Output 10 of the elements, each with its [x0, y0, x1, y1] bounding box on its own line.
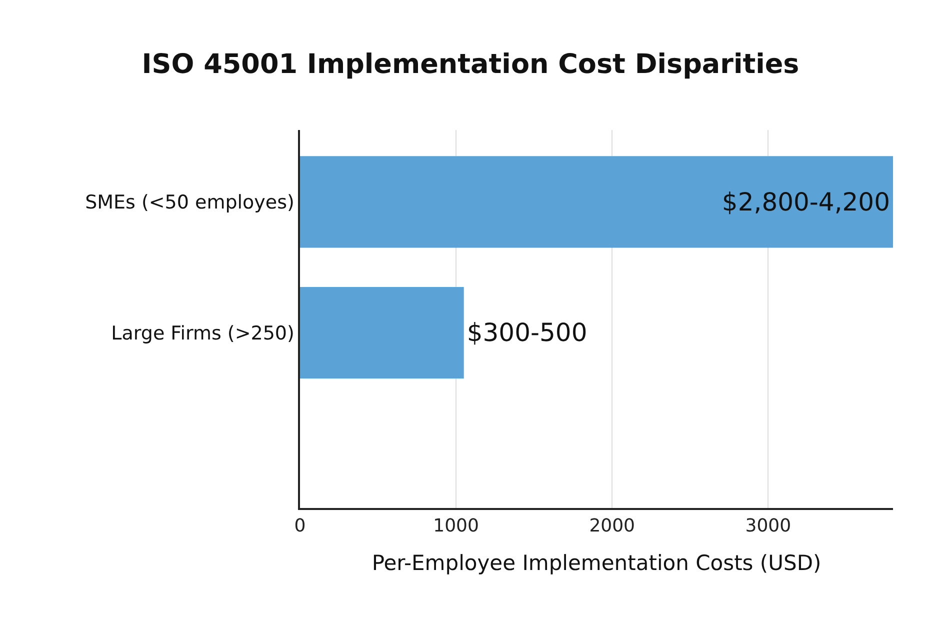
- x-tick-label: 0: [294, 515, 306, 536]
- data-label: $2,800-4,200: [722, 187, 890, 216]
- x-tick-label: 2000: [589, 515, 636, 536]
- x-tick-label: 3000: [745, 515, 792, 536]
- y-tick-label: SMEs (<50 employes): [85, 192, 294, 214]
- x-axis-title: Per-Employee Implementation Costs (USD): [372, 551, 822, 576]
- chart-title: ISO 45001 Implementation Cost Disparities: [142, 48, 800, 80]
- x-tick-label: 1000: [433, 515, 479, 536]
- data-label: $300-500: [466, 318, 588, 348]
- y-tick-label: Large Firms (>250): [111, 322, 294, 344]
